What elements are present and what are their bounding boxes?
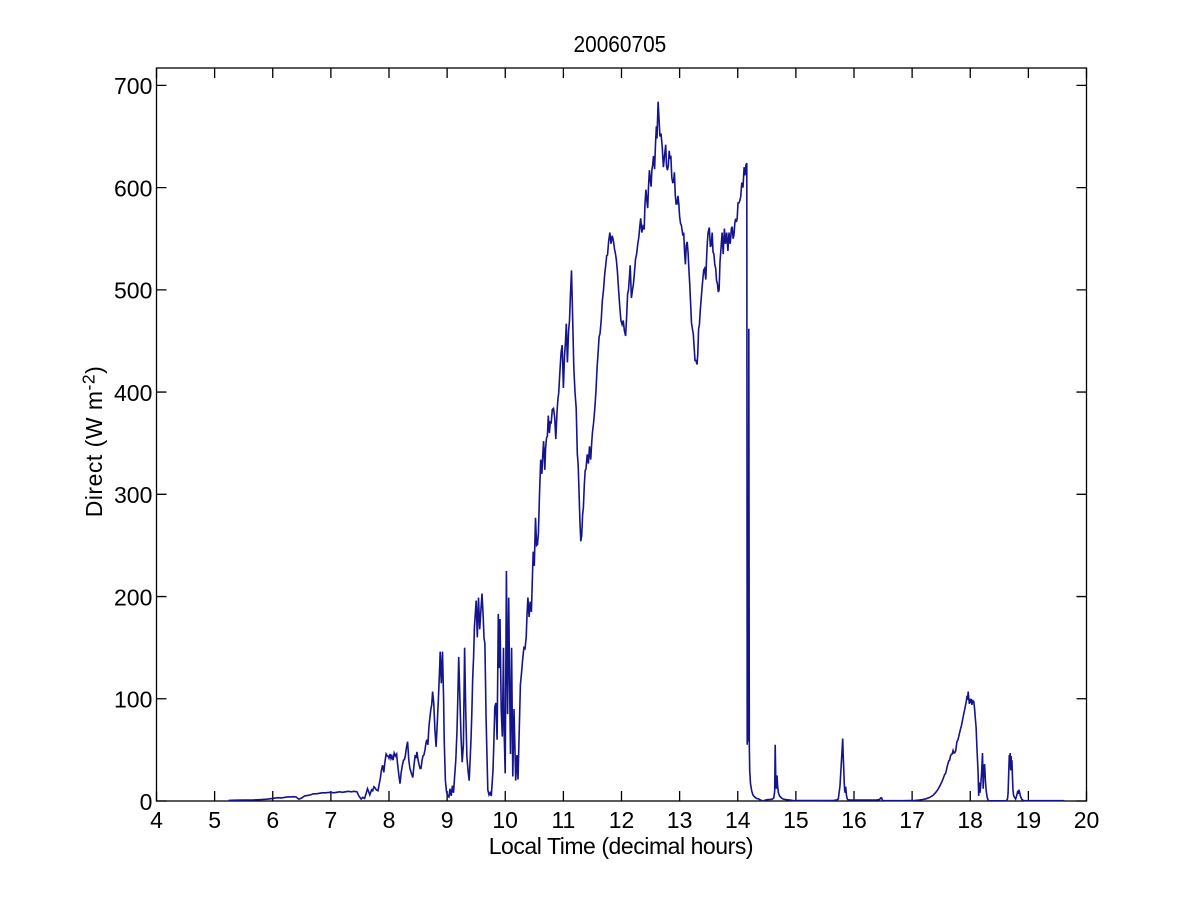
svg-text:Local Time (decimal hours): Local Time (decimal hours) [489, 833, 753, 859]
svg-text:7: 7 [325, 807, 338, 833]
svg-text:300: 300 [114, 482, 152, 508]
svg-text:20060705: 20060705 [574, 31, 667, 57]
svg-text:20: 20 [1074, 807, 1100, 833]
svg-text:8: 8 [383, 807, 396, 833]
svg-text:6: 6 [266, 807, 279, 833]
svg-text:600: 600 [114, 175, 152, 201]
svg-text:5: 5 [208, 807, 221, 833]
svg-text:0: 0 [140, 789, 153, 815]
svg-text:18: 18 [957, 807, 983, 833]
svg-text:9: 9 [441, 807, 454, 833]
svg-text:700: 700 [114, 73, 152, 99]
svg-text:12: 12 [609, 807, 635, 833]
svg-text:16: 16 [841, 807, 867, 833]
svg-text:11: 11 [551, 807, 575, 833]
svg-text:13: 13 [667, 807, 693, 833]
svg-text:400: 400 [114, 380, 152, 406]
svg-text:500: 500 [114, 278, 152, 304]
svg-text:17: 17 [899, 807, 925, 833]
svg-text:4: 4 [150, 807, 163, 833]
svg-text:15: 15 [783, 807, 809, 833]
svg-text:100: 100 [114, 687, 152, 713]
svg-text:14: 14 [725, 807, 751, 833]
svg-text:200: 200 [114, 584, 152, 610]
svg-text:Direct (W m-2): Direct (W m-2) [78, 366, 107, 518]
svg-text:19: 19 [1016, 807, 1042, 833]
svg-text:10: 10 [492, 807, 518, 833]
